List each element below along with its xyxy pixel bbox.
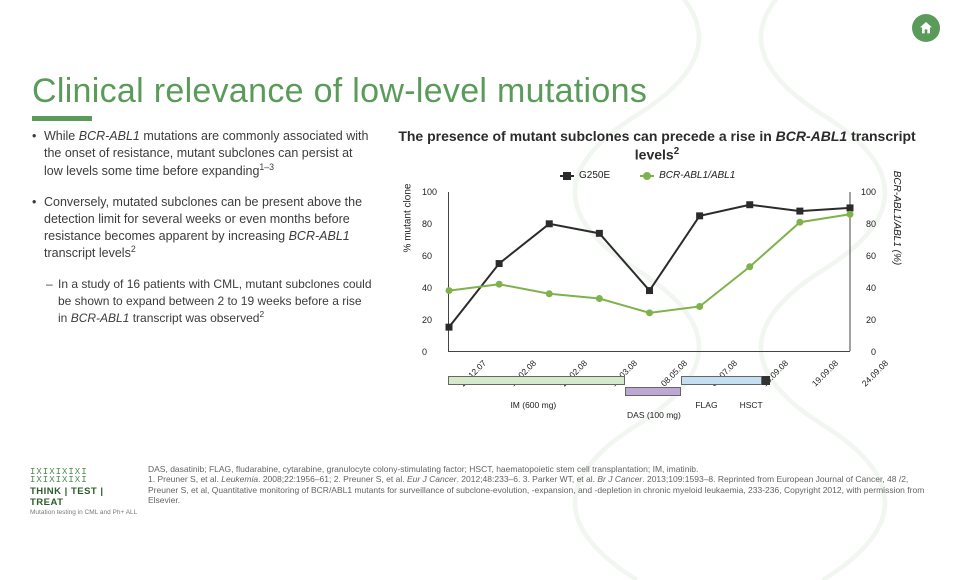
home-button[interactable] — [912, 14, 940, 42]
logo-text: THINK | TEST | TREAT — [30, 486, 140, 508]
chart: G250EBCR-ABL1/ABL1 % mutant clone BCR-AB… — [410, 178, 900, 396]
home-icon — [918, 20, 934, 36]
sub-bullet: – In a study of 16 patients with CML, mu… — [46, 276, 372, 326]
bullet-2: • Conversely, mutated subclones can be p… — [32, 194, 372, 263]
treatment-label: FLAG — [695, 400, 717, 410]
treatment-bar — [448, 376, 625, 385]
logo-subtitle: Mutation testing in CML and Ph+ ALL — [30, 509, 140, 516]
treatment-bar — [681, 376, 761, 385]
treatment-bar — [762, 376, 770, 385]
bullet-1: • While BCR-ABL1 mutations are commonly … — [32, 128, 372, 180]
x-tick: 24.09.08 — [860, 358, 890, 388]
footnote: DAS, dasatinib; FLAG, fludarabine, cytar… — [148, 464, 938, 507]
logo: IXIXIXIXIIXIXIXIXI THINK | TEST | TREAT … — [30, 468, 140, 516]
y-axis-label-right: BCR-ABL1/ABL1 (%) — [891, 171, 902, 265]
plot-area — [448, 192, 850, 352]
legend-item: G250E — [560, 170, 610, 181]
treatment-label: HSCT — [740, 400, 763, 410]
chart-title: The presence of mutant subclones can pre… — [392, 128, 922, 164]
treatment-bar — [625, 387, 681, 396]
page-title: Clinical relevance of low-level mutation… — [32, 72, 647, 111]
left-column: • While BCR-ABL1 mutations are commonly … — [32, 128, 372, 326]
treatment-label: IM (600 mg) — [510, 400, 556, 410]
logo-graphic: IXIXIXIXIIXIXIXIXI — [30, 468, 140, 484]
treatment-label: DAS (100 mg) — [627, 410, 681, 420]
chart-svg — [449, 192, 850, 351]
legend-item: BCR-ABL1/ABL1 — [640, 170, 735, 181]
title-underline — [32, 116, 92, 121]
y-axis-label-left: % mutant clone — [403, 184, 414, 253]
chart-legend: G250E BCR-ABL1/ABL1 — [560, 170, 735, 181]
treatment-bars: IM (600 mg)DAS (100 mg)FLAGHSCT — [448, 376, 850, 402]
